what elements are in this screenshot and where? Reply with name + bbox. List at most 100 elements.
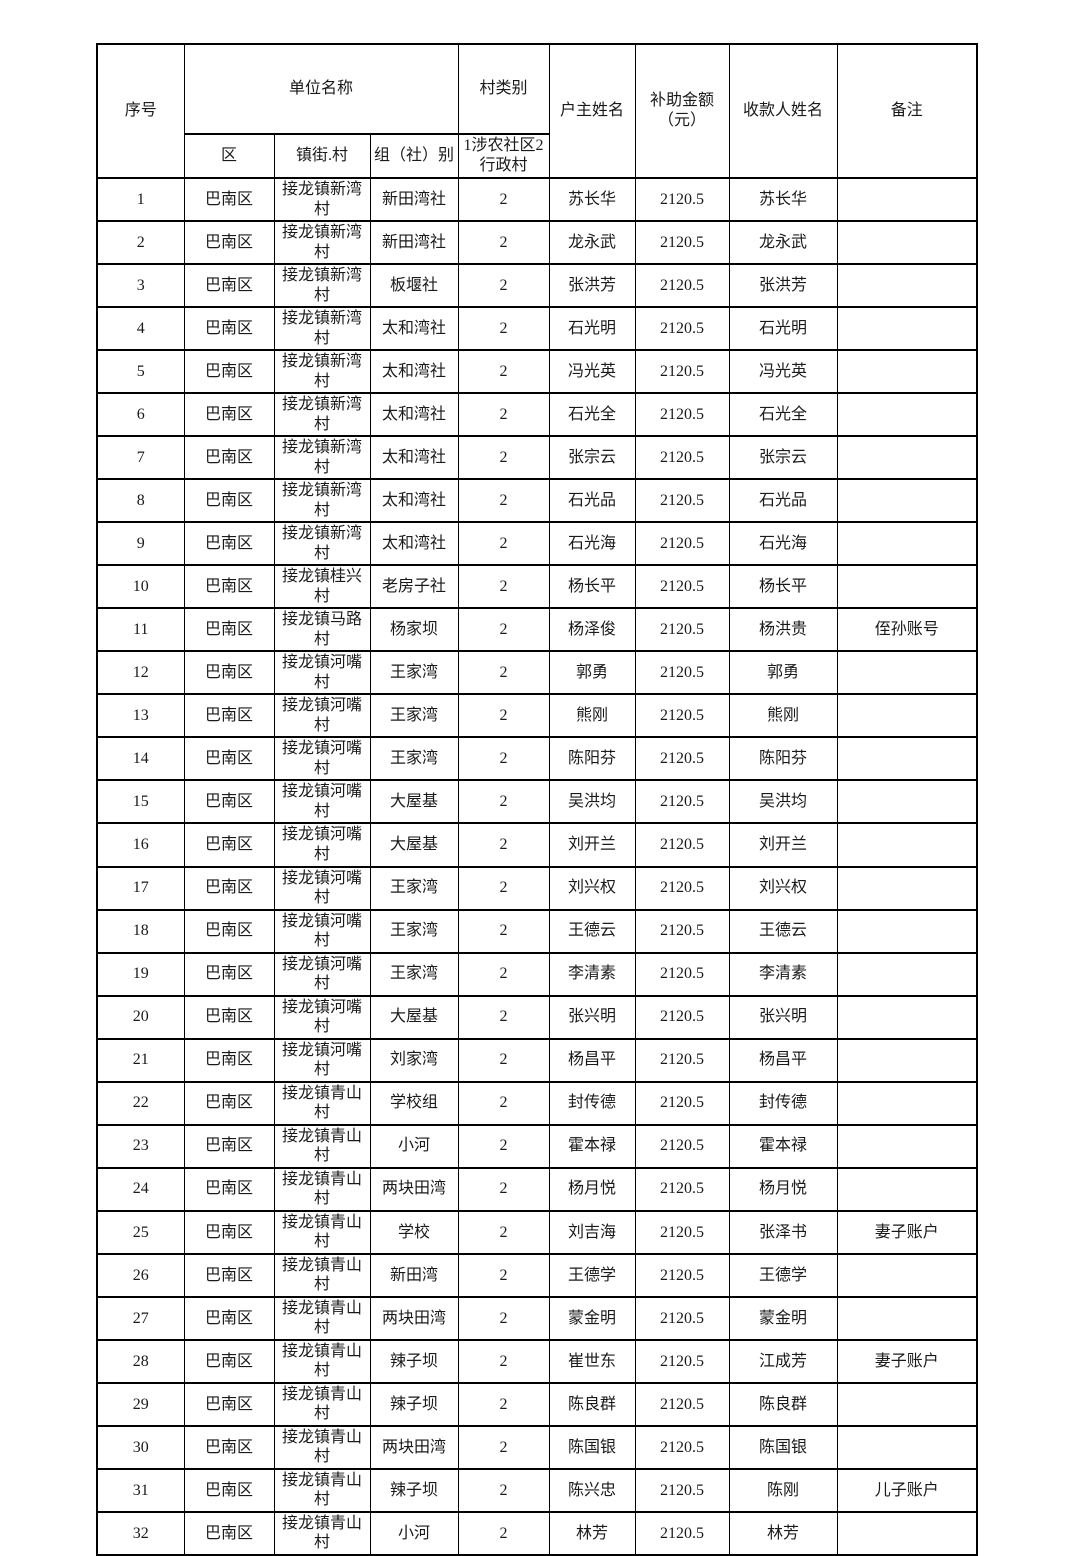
cell-town-village: 接龙镇新湾村 [273,176,371,223]
cell-village-type: 2 [457,908,550,954]
table-row: 12 巴南区 接龙镇河嘴村 王家湾 2 郭勇 2120.5 郭勇 [96,650,978,696]
cell-group: 王家湾 [369,908,459,954]
cell-remark [836,822,978,868]
cell-group: 学校 [369,1209,459,1255]
cell-seq: 8 [96,478,185,524]
cell-subsidy-amount: 2120.5 [634,779,730,825]
header-village-type-sub: 1涉农社区2行政村 [457,133,550,179]
table-header: 序号 单位名称 村类别 户主姓名 补助金额（元） 收款人姓名 备注 区 镇街.村… [96,43,978,179]
cell-group: 杨家坝 [369,607,459,653]
cell-town-village: 接龙镇新湾村 [273,392,371,438]
header-subsidy-amount: 补助金额（元） [634,43,730,179]
cell-remark [836,865,978,911]
cell-village-type: 2 [457,994,550,1040]
cell-group: 大屋基 [369,779,459,825]
cell-householder: 冯光英 [548,349,636,395]
cell-group: 辣子坝 [369,1467,459,1513]
cell-village-type: 2 [457,306,550,352]
cell-seq: 22 [96,1080,185,1126]
cell-subsidy-amount: 2120.5 [634,736,730,782]
cell-remark [836,650,978,696]
header-householder: 户主姓名 [548,43,636,179]
cell-payee: 蒙金明 [728,1295,838,1341]
cell-group: 小河 [369,1510,459,1556]
cell-payee: 王德云 [728,908,838,954]
cell-remark [836,994,978,1040]
cell-village-type: 2 [457,736,550,782]
cell-householder: 张兴明 [548,994,636,1040]
cell-payee: 石光品 [728,478,838,524]
cell-payee: 陈刚 [728,1467,838,1513]
cell-remark [836,1080,978,1126]
cell-district: 巴南区 [183,1123,275,1169]
cell-subsidy-amount: 2120.5 [634,349,730,395]
cell-district: 巴南区 [183,1424,275,1470]
cell-payee: 石光全 [728,392,838,438]
table-row: 5 巴南区 接龙镇新湾村 太和湾社 2 冯光英 2120.5 冯光英 [96,349,978,395]
cell-subsidy-amount: 2120.5 [634,1510,730,1556]
cell-seq: 26 [96,1252,185,1298]
cell-group: 新田湾 [369,1252,459,1298]
cell-town-village: 接龙镇河嘴村 [273,908,371,954]
table-body: 1 巴南区 接龙镇新湾村 新田湾社 2 苏长华 2120.5 苏长华 2 巴南区 接龙镇新湾村 新田湾… [96,176,978,1556]
cell-village-type: 2 [457,607,550,653]
cell-payee: 封传德 [728,1080,838,1126]
cell-town-village: 接龙镇新湾村 [273,349,371,395]
cell-subsidy-amount: 2120.5 [634,1424,730,1470]
cell-payee: 冯光英 [728,349,838,395]
cell-payee: 林芳 [728,1510,838,1556]
cell-householder: 郭勇 [548,650,636,696]
cell-subsidy-amount: 2120.5 [634,994,730,1040]
cell-householder: 杨泽俊 [548,607,636,653]
cell-subsidy-amount: 2120.5 [634,1338,730,1384]
document-page: 序号 单位名称 村类别 户主姓名 补助金额（元） 收款人姓名 备注 区 镇街.村… [96,43,978,1556]
cell-payee: 熊刚 [728,693,838,739]
cell-payee: 张宗云 [728,435,838,481]
cell-seq: 28 [96,1338,185,1384]
cell-town-village: 接龙镇新湾村 [273,478,371,524]
cell-payee: 郭勇 [728,650,838,696]
cell-seq: 7 [96,435,185,481]
cell-district: 巴南区 [183,1381,275,1427]
cell-group: 大屋基 [369,822,459,868]
header-payee: 收款人姓名 [728,43,838,179]
cell-seq: 31 [96,1467,185,1513]
cell-village-type: 2 [457,435,550,481]
cell-seq: 23 [96,1123,185,1169]
cell-seq: 10 [96,564,185,610]
table-row: 20 巴南区 接龙镇河嘴村 大屋基 2 张兴明 2120.5 张兴明 [96,994,978,1040]
cell-town-village: 接龙镇新湾村 [273,263,371,309]
cell-remark [836,908,978,954]
cell-subsidy-amount: 2120.5 [634,478,730,524]
cell-payee: 石光海 [728,521,838,567]
cell-householder: 石光海 [548,521,636,567]
table-row: 8 巴南区 接龙镇新湾村 太和湾社 2 石光品 2120.5 石光品 [96,478,978,524]
cell-seq: 17 [96,865,185,911]
table-row: 11 巴南区 接龙镇马路村 杨家坝 2 杨泽俊 2120.5 杨洪贵 侄孙账号 [96,607,978,653]
cell-town-village: 接龙镇新湾村 [273,435,371,481]
cell-town-village: 接龙镇青山村 [273,1467,371,1513]
cell-village-type: 2 [457,1295,550,1341]
cell-group: 太和湾社 [369,306,459,352]
cell-seq: 1 [96,176,185,223]
cell-group: 太和湾社 [369,392,459,438]
cell-payee: 李清素 [728,951,838,997]
cell-group: 王家湾 [369,865,459,911]
cell-remark [836,349,978,395]
cell-village-type: 2 [457,263,550,309]
cell-village-type: 2 [457,1080,550,1126]
cell-district: 巴南区 [183,779,275,825]
cell-village-type: 2 [457,478,550,524]
cell-payee: 王德学 [728,1252,838,1298]
cell-remark [836,435,978,481]
cell-village-type: 2 [457,779,550,825]
cell-district: 巴南区 [183,736,275,782]
cell-subsidy-amount: 2120.5 [634,1295,730,1341]
cell-town-village: 接龙镇青山村 [273,1123,371,1169]
cell-payee: 杨洪贵 [728,607,838,653]
table-row: 24 巴南区 接龙镇青山村 两块田湾 2 杨月悦 2120.5 杨月悦 [96,1166,978,1212]
cell-payee: 张兴明 [728,994,838,1040]
cell-householder: 石光明 [548,306,636,352]
cell-householder: 李清素 [548,951,636,997]
cell-householder: 吴洪均 [548,779,636,825]
